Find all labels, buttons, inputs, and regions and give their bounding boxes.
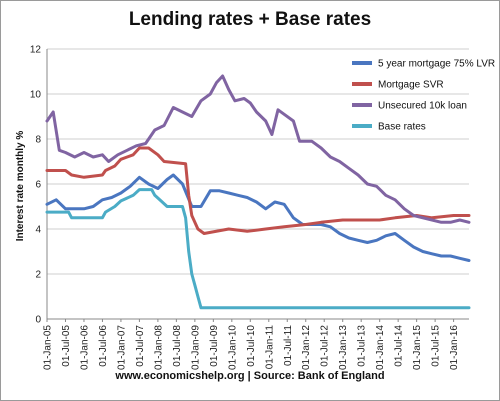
x-tick-label: 01-Jan-12	[301, 325, 312, 370]
legend-label: Unsecured 10k loan	[378, 101, 467, 112]
y-tick-label: 4	[35, 225, 41, 236]
series-line-1	[45, 146, 471, 235]
y-tick-label: 0	[35, 315, 41, 326]
legend: 5 year mortgage 75% LVR Mortgage SVR Unsec…	[352, 59, 495, 133]
series-line-0	[45, 173, 471, 262]
x-tick-label: 01-Jul-12	[320, 325, 331, 367]
x-tick-label: 01-Jan-10	[227, 325, 238, 370]
y-tick-label: 12	[30, 45, 42, 56]
x-tick-label: 01-Jul-06	[98, 325, 109, 367]
x-tick-label: 01-Jul-09	[209, 325, 220, 367]
x-tick-label: 01-Jan-13	[338, 325, 349, 370]
x-tick-label: 01-Jul-08	[172, 325, 183, 367]
x-tick-label: 01-Jan-06	[79, 325, 90, 370]
x-tick-label: 01-Jul-11	[283, 325, 294, 366]
x-tick-label: 01-Jan-07	[116, 325, 127, 370]
y-tick-label: 10	[30, 90, 42, 101]
y-tick-label: 8	[35, 135, 41, 146]
x-tick-label: 01-Jan-16	[449, 325, 460, 370]
legend-label: 5 year mortgage 75% LVR	[378, 59, 495, 70]
x-tick-label: 01-Jul-14	[394, 325, 405, 367]
legend-label: Base rates	[378, 122, 426, 133]
x-tick-label: 01-Jan-09	[190, 325, 201, 370]
chart-source: www.economicshelp.org | Source: Bank of …	[115, 370, 385, 382]
x-tick-label: 01-Jul-05	[61, 325, 72, 367]
series-line-2	[45, 74, 471, 224]
series-line-3	[45, 188, 471, 310]
x-tick-label: 01-Jan-08	[153, 325, 164, 370]
y-tick-label: 6	[35, 180, 41, 191]
x-tick-label: 01-Jan-05	[43, 325, 54, 370]
gridlines	[46, 48, 469, 320]
chart-title: Lending rates + Base rates	[128, 9, 372, 30]
x-tick-label: 01-Jul-10	[246, 325, 257, 367]
x-tick-label: 01-Jul-13	[357, 325, 368, 367]
y-axis-ticks: 0 2 4 6 8 10 12	[30, 45, 42, 326]
x-tick-label: 01-Jan-14	[375, 325, 386, 370]
x-axis-ticks: 01-Jan-05 01-Jul-05 01-Jan-06 01-Jul-06 01-J…	[43, 319, 460, 370]
x-tick-label: 01-Jan-11	[264, 325, 275, 370]
x-tick-label: 01-Jul-15	[431, 325, 442, 367]
legend-label: Mortgage SVR	[378, 80, 444, 91]
x-tick-label: 01-Jul-07	[135, 325, 146, 367]
x-tick-label: 01-Jan-15	[412, 325, 423, 370]
y-tick-label: 2	[35, 270, 41, 281]
series-lines	[45, 74, 471, 310]
y-axis-title: Interest rate monthly %	[15, 131, 26, 242]
